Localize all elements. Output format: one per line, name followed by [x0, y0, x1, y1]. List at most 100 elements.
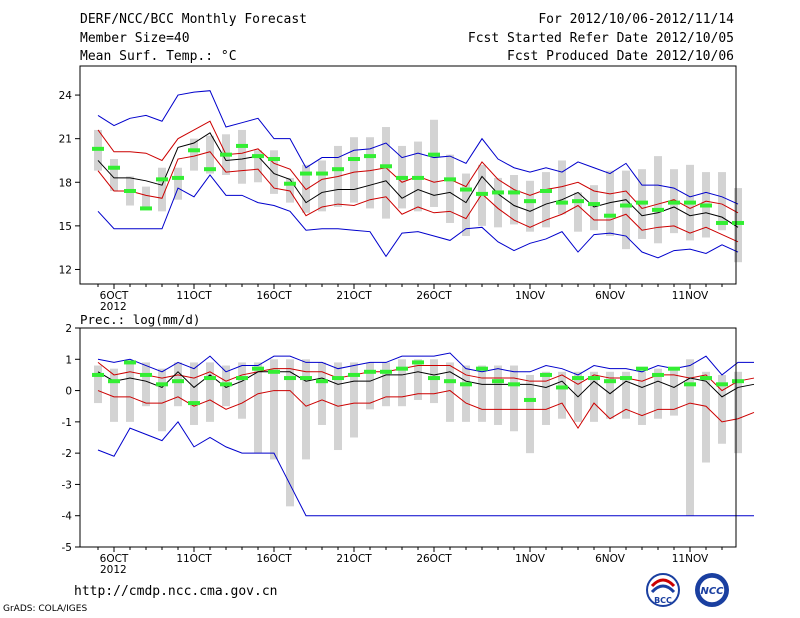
ensemble-box: [558, 160, 566, 215]
ensemble-box: [126, 362, 134, 422]
ensemble-box: [494, 177, 502, 228]
svg-text:BCC: BCC: [654, 596, 672, 605]
obs-mark: [604, 213, 616, 218]
obs-mark: [220, 382, 232, 387]
obs-mark: [140, 206, 152, 211]
obs-mark: [524, 199, 536, 204]
ensemble-box: [190, 362, 198, 425]
ensemble-box: [270, 359, 278, 460]
footer-credit: GrADS: COLA/IGES: [3, 604, 88, 614]
ensemble-box: [574, 192, 582, 232]
ensemble-box: [734, 371, 742, 454]
obs-mark: [476, 191, 488, 196]
y-tick-label: 1: [65, 354, 72, 366]
ensemble-box: [158, 368, 166, 432]
obs-mark: [348, 157, 360, 162]
obs-mark: [252, 154, 264, 159]
header-variable: Mean Surf. Temp.: °C: [80, 49, 237, 64]
ensemble-box: [318, 362, 326, 425]
ensemble-box: [686, 359, 694, 516]
ensemble-box: [366, 362, 374, 410]
obs-mark: [492, 190, 504, 195]
ensemble-box: [350, 137, 358, 203]
x-tick-label: 1NOV: [515, 553, 546, 565]
header-produced-date: Fcst Produced Date 2012/10/06: [507, 49, 734, 64]
obs-mark: [636, 366, 648, 371]
ensemble-box: [430, 359, 438, 404]
obs-mark: [428, 152, 440, 157]
y-tick-label: 12: [59, 264, 72, 276]
ensemble-box: [510, 365, 518, 432]
obs-mark: [396, 366, 408, 371]
svg-text:NCC: NCC: [700, 586, 724, 597]
obs-mark: [332, 167, 344, 172]
header-member-size: Member Size=40: [80, 31, 190, 46]
ensemble-box: [350, 362, 358, 438]
x-tick-label: 6OCT: [100, 553, 129, 565]
obs-mark: [700, 203, 712, 208]
ensemble-box: [494, 365, 502, 425]
ensemble-box: [622, 371, 630, 419]
ensemble-box: [286, 177, 294, 203]
obs-mark: [540, 372, 552, 377]
ensemble-box: [158, 167, 166, 212]
y-tick-label: -2: [62, 448, 72, 460]
obs-mark: [460, 187, 472, 192]
plot-frame: [79, 65, 737, 285]
ensemble-box: [398, 359, 406, 407]
ensemble-box: [638, 371, 646, 425]
obs-mark: [156, 177, 168, 182]
obs-mark: [300, 376, 312, 381]
obs-mark: [732, 220, 744, 225]
y-tick-label: -4: [62, 511, 73, 523]
obs-mark: [684, 200, 696, 205]
obs-mark: [252, 366, 264, 371]
obs-mark: [92, 146, 104, 151]
obs-mark: [588, 376, 600, 381]
ensemble-box: [478, 365, 486, 422]
series-line-upper: [97, 362, 755, 392]
ensemble-box: [702, 371, 710, 463]
ensemble-box: [462, 173, 470, 237]
footer-url[interactable]: http://cmdp.ncc.cma.gov.cn: [74, 584, 278, 599]
obs-mark: [444, 177, 456, 182]
ensemble-box: [606, 371, 614, 419]
obs-mark: [284, 181, 296, 186]
obs-mark: [412, 175, 424, 180]
obs-mark: [476, 366, 488, 371]
obs-mark: [364, 154, 376, 159]
ensemble-box: [590, 371, 598, 422]
ensemble-box: [238, 129, 246, 184]
obs-mark: [380, 369, 392, 374]
obs-mark: [300, 171, 312, 176]
series-line-min: [97, 174, 739, 259]
ncc-logo: NCC: [695, 573, 729, 607]
x-tick-label: 26OCT: [416, 553, 452, 565]
obs-mark: [668, 366, 680, 371]
x-tick-label: 16OCT: [256, 290, 292, 302]
y-tick-label: 21: [59, 134, 72, 146]
obs-mark: [620, 376, 632, 381]
ensemble-box: [526, 374, 534, 454]
y-tick-label: 2: [65, 323, 72, 335]
obs-mark: [508, 382, 520, 387]
obs-mark: [636, 200, 648, 205]
obs-mark: [156, 382, 168, 387]
x-tick-label: 11OCT: [176, 290, 212, 302]
ensemble-box: [606, 170, 614, 237]
obs-mark: [92, 372, 104, 377]
ensemble-box: [94, 365, 102, 404]
y-tick-label: 18: [59, 177, 72, 189]
ensemble-box: [206, 362, 214, 422]
ensemble-box: [142, 362, 150, 407]
y-tick-label: -1: [62, 417, 72, 429]
obs-mark: [716, 382, 728, 387]
ensemble-box: [510, 175, 518, 225]
obs-mark: [188, 401, 200, 406]
series-line-max: [97, 352, 754, 376]
logos: BCC NCC: [646, 573, 729, 607]
ensemble-box: [254, 362, 262, 454]
ensemble-box: [190, 138, 198, 171]
obs-mark: [732, 379, 744, 384]
